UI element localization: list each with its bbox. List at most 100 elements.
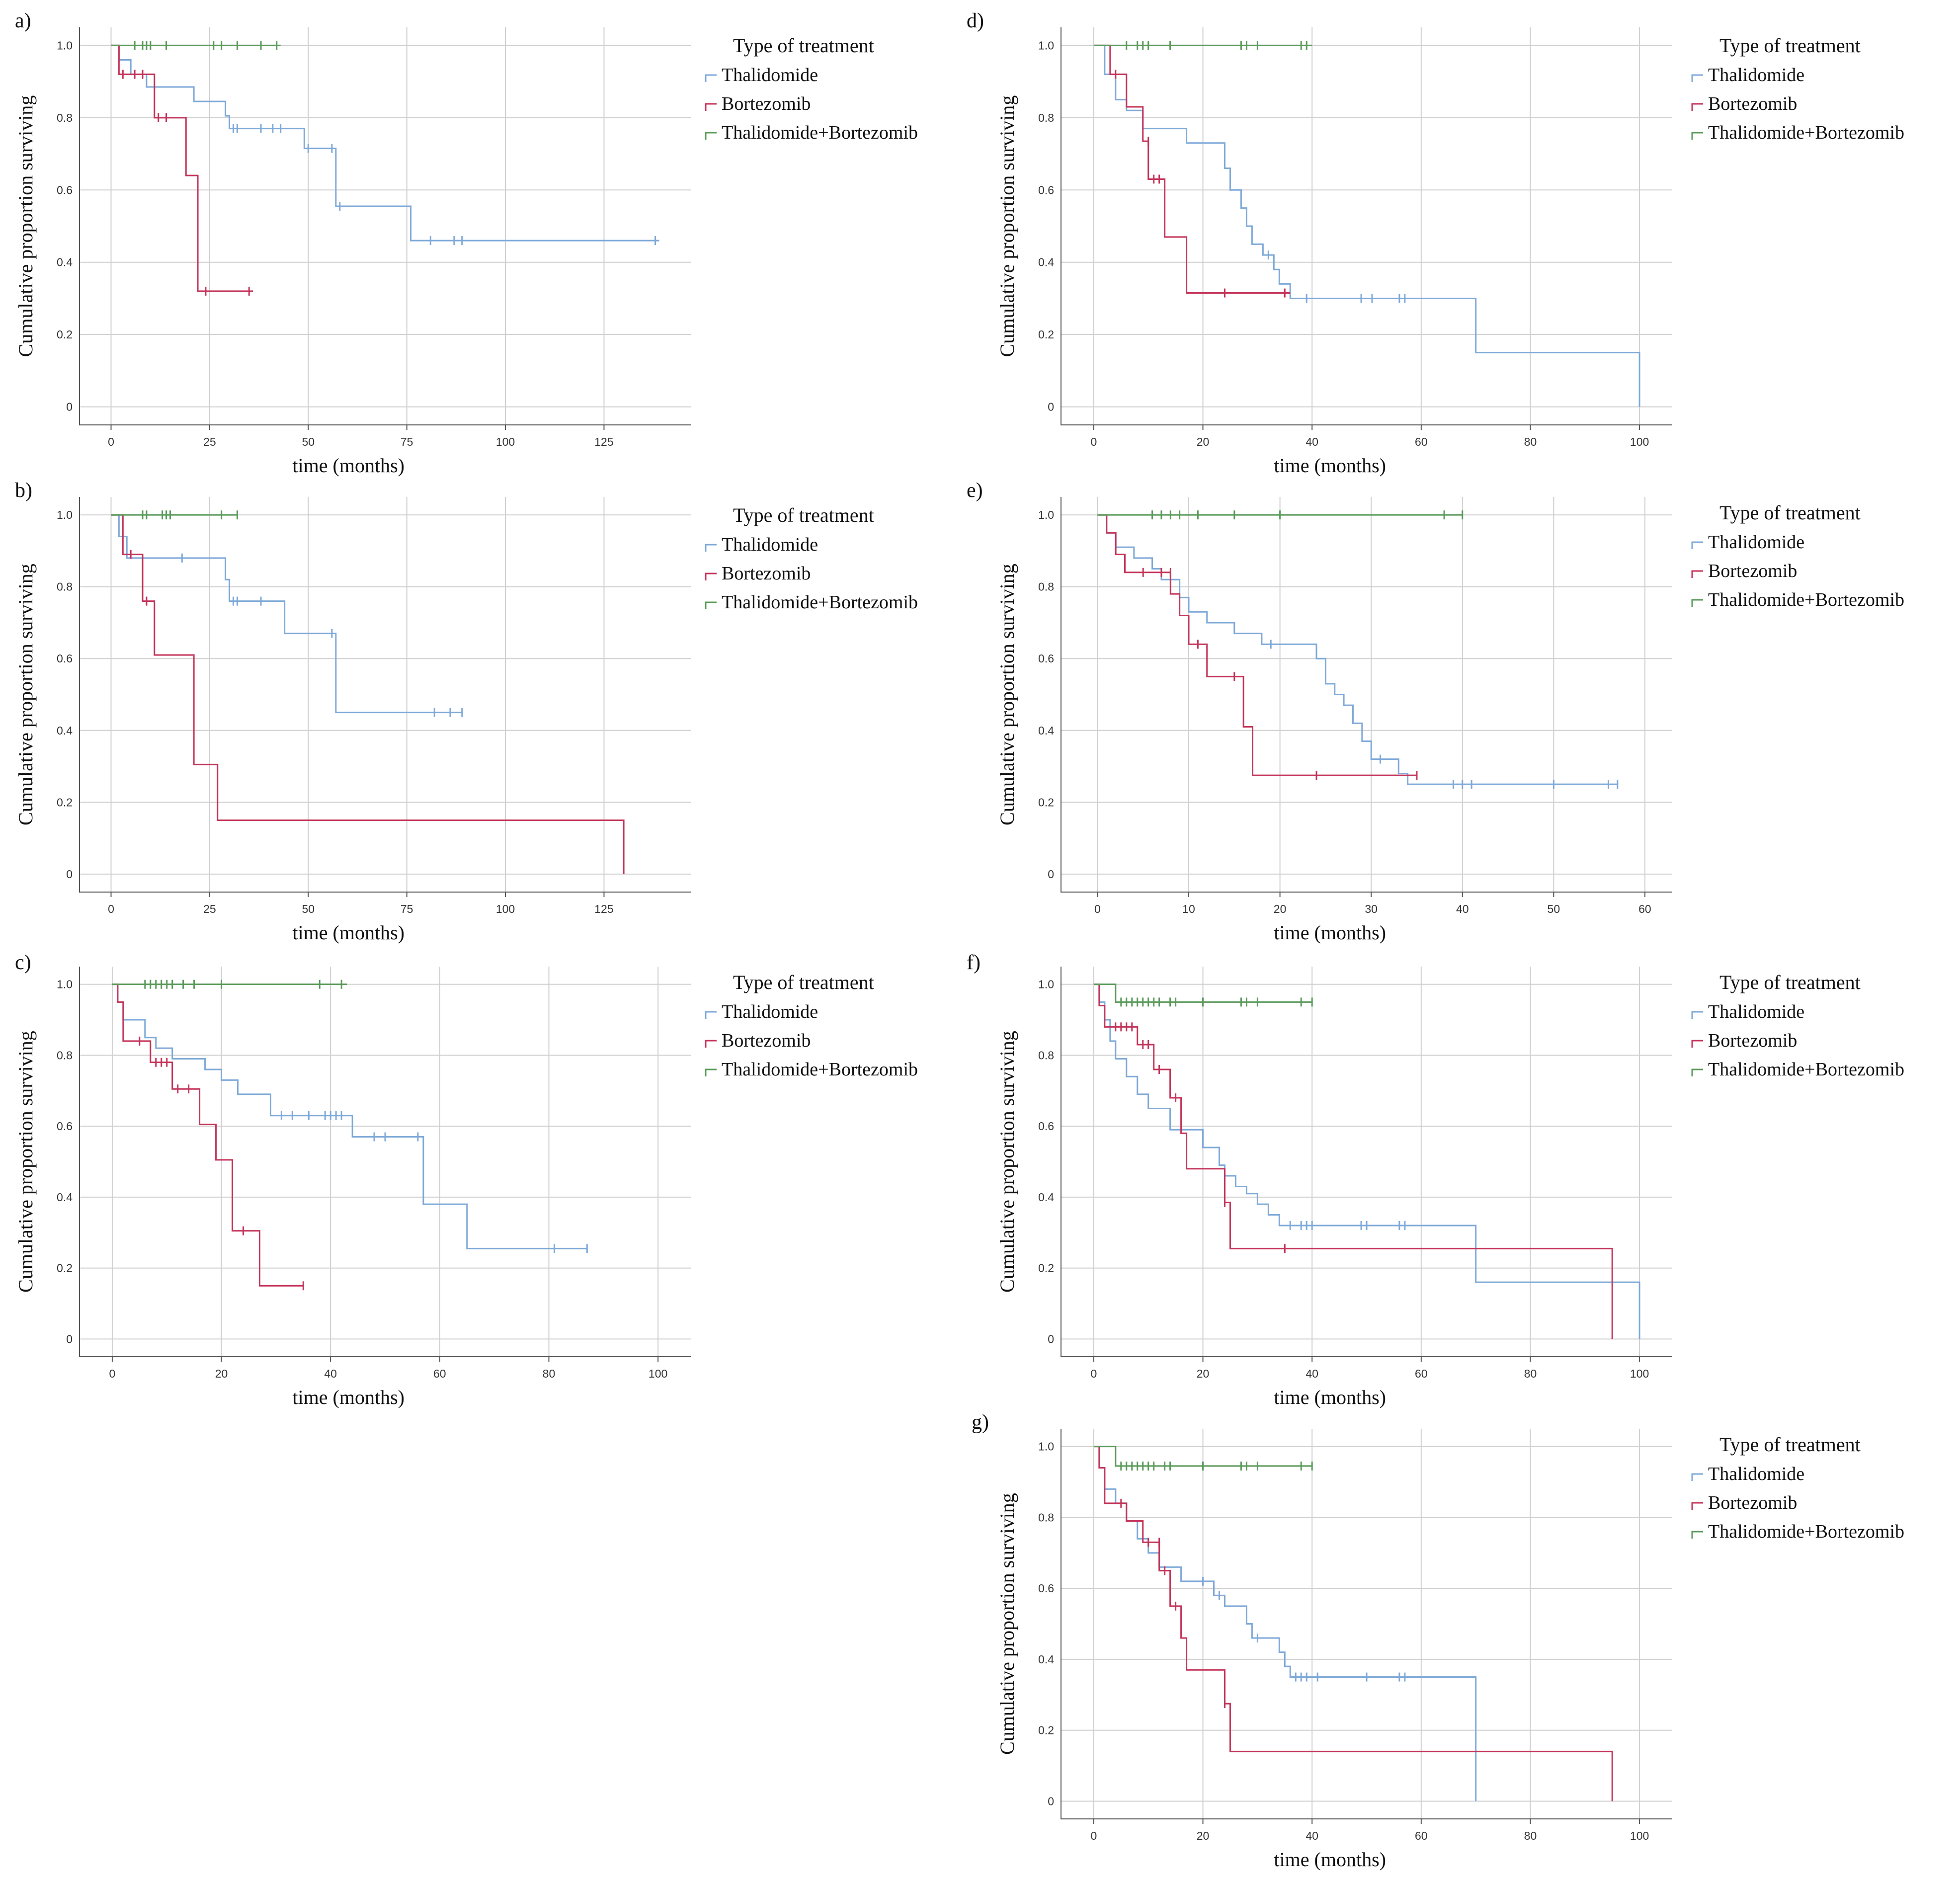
x-tick-label: 0: [1090, 1829, 1097, 1842]
legend-title: Type of treatment: [733, 971, 874, 993]
y-tick-label: 1.0: [1038, 508, 1054, 521]
x-tick-label: 0: [1090, 1367, 1097, 1380]
y-tick-label: 0.8: [1038, 1511, 1054, 1524]
x-tick-label: 40: [1306, 1367, 1318, 1380]
legend: Type of treatment Thalidomide Bortezomib Th…: [1691, 34, 1904, 143]
panel-letter-e: e): [967, 479, 983, 502]
y-tick-label: 0: [1048, 868, 1054, 881]
x-tick-label: 20: [1197, 1829, 1210, 1842]
y-tick-label: 0.4: [57, 1191, 73, 1204]
y-tick-label: 0: [1048, 1332, 1054, 1345]
legend-swatch-thal: [705, 544, 717, 552]
y-tick-label: 0.2: [1038, 796, 1054, 809]
x-tick-label: 0: [1094, 902, 1101, 915]
legend-title: Type of treatment: [1719, 971, 1861, 993]
axis-frame: [1061, 497, 1672, 893]
panel-letter-b: b): [15, 479, 32, 502]
y-tick-label: 0.2: [1038, 328, 1054, 341]
legend-swatch-bort: [1691, 570, 1703, 578]
legend-swatch-bort: [705, 1040, 717, 1048]
series-line-bort: [1093, 44, 1291, 294]
chart-panel-a: a) 0 25 50 75 100 125 0 0.2 0.4 0.6 0.8 1.0 time (mon…: [14, 9, 918, 477]
legend-swatch-combo: [1691, 1531, 1703, 1539]
y-tick-label: 0.6: [57, 183, 73, 196]
axis-frame: [1061, 967, 1672, 1357]
y-tick-label: 0.6: [1038, 652, 1054, 665]
y-axis-title: Cumulative proportion surviving: [996, 95, 1018, 357]
y-tick-label: 0.4: [1038, 1653, 1054, 1666]
y-tick-label: 0.2: [57, 1262, 73, 1275]
legend-label-thal: Thalidomide: [722, 1001, 818, 1022]
chart-panel-d: d) 0 20 40 60 80 100 0 0.2 0.4 0.6 0.8 1.0 time (mont…: [967, 9, 1904, 477]
axis-frame: [79, 27, 691, 425]
x-tick-label: 20: [1197, 435, 1210, 448]
y-tick-label: 0: [66, 1332, 73, 1345]
y-axis-title: Cumulative proportion surviving: [14, 95, 37, 357]
x-axis-title: time (months): [1274, 1848, 1386, 1871]
x-axis-title: time (months): [1274, 921, 1386, 944]
legend-swatch-combo: [1691, 1068, 1703, 1076]
legend: Type of treatment Thalidomide Bortezomib Th…: [1691, 971, 1904, 1080]
legend-swatch-thal: [1691, 1473, 1703, 1481]
x-tick-label: 50: [302, 435, 315, 448]
legend-swatch-combo: [705, 132, 717, 140]
legend-swatch-bort: [1691, 1040, 1703, 1048]
x-axis-title: time (months): [292, 454, 405, 477]
x-tick-label: 60: [1415, 1367, 1428, 1380]
legend-label-thal: Thalidomide: [1708, 1464, 1804, 1484]
x-tick-label: 100: [496, 435, 515, 448]
series-line-thal: [1093, 983, 1640, 1339]
x-tick-label: 60: [433, 1367, 446, 1380]
x-axis-title: time (months): [1274, 454, 1386, 477]
x-tick-label: 60: [1415, 435, 1428, 448]
series-line-combo: [1093, 983, 1312, 1003]
chart-panel-b: b) 0 25 50 75 100 125 0 0.2 0.4 0.6 0.8 1.0 time (mon…: [14, 479, 918, 944]
series-line-bort: [112, 983, 304, 1287]
y-tick-label: 0.6: [1038, 183, 1054, 196]
legend-label-thal: Thalidomide: [722, 65, 818, 85]
axis-frame: [1061, 1429, 1672, 1819]
legend-title: Type of treatment: [733, 34, 874, 57]
legend-swatch-thal: [705, 1011, 717, 1019]
panel-letter-f: f): [967, 951, 980, 974]
legend-title: Type of treatment: [733, 504, 874, 526]
x-tick-label: 20: [1274, 902, 1287, 915]
legend-title: Type of treatment: [1719, 501, 1861, 524]
legend-label-thal: Thalidomide: [1708, 532, 1804, 553]
legend-label-bort: Bortezomib: [722, 1030, 811, 1051]
x-axis-title: time (months): [292, 921, 405, 944]
chart-panel-c: c) 0 20 40 60 80 100 0 0.2 0.4 0.6 0.8 1.0 time (mont…: [14, 951, 918, 1408]
legend-label-combo: Thalidomide+Bortezomib: [1708, 589, 1904, 610]
legend-label-thal: Thalidomide: [722, 534, 818, 555]
legend-label-thal: Thalidomide: [1708, 65, 1804, 85]
axis-frame: [79, 497, 691, 893]
legend-swatch-thal: [1691, 541, 1703, 549]
legend-swatch-combo: [705, 1068, 717, 1076]
x-tick-label: 40: [1306, 1829, 1318, 1842]
panel-letter-c: c): [15, 951, 31, 974]
legend-swatch-bort: [705, 573, 717, 580]
panel-letter-d: d): [967, 9, 984, 32]
legend: Type of treatment Thalidomide Bortezomib Th…: [705, 504, 918, 613]
panel-letter-a: a): [15, 9, 31, 32]
y-tick-label: 0.8: [57, 580, 73, 593]
legend-label-bort: Bortezomib: [1708, 1030, 1797, 1051]
legend-label-bort: Bortezomib: [1708, 561, 1797, 581]
y-tick-label: 0.6: [57, 652, 73, 665]
y-tick-label: 0.2: [1038, 1262, 1054, 1275]
series-line-bort: [1097, 514, 1417, 776]
legend-label-combo: Thalidomide+Bortezomib: [722, 1059, 918, 1080]
x-tick-label: 20: [1197, 1367, 1210, 1380]
series-line-thal: [112, 983, 587, 1249]
x-tick-label: 0: [1090, 435, 1097, 448]
y-axis-title: Cumulative proportion surviving: [14, 1031, 37, 1293]
x-axis-title: time (months): [1274, 1386, 1386, 1408]
x-tick-label: 75: [401, 435, 413, 448]
x-tick-label: 125: [594, 902, 613, 915]
chart-panel-e: e) 0 10 20 30 40 50 60 0 0.2 0.4 0.6 0.8 1.0 time (mon…: [967, 479, 1904, 944]
x-tick-label: 30: [1365, 902, 1378, 915]
y-tick-label: 0.6: [57, 1120, 73, 1133]
y-tick-label: 0: [66, 868, 73, 881]
legend-swatch-bort: [1691, 103, 1703, 111]
x-tick-label: 40: [1456, 902, 1469, 915]
